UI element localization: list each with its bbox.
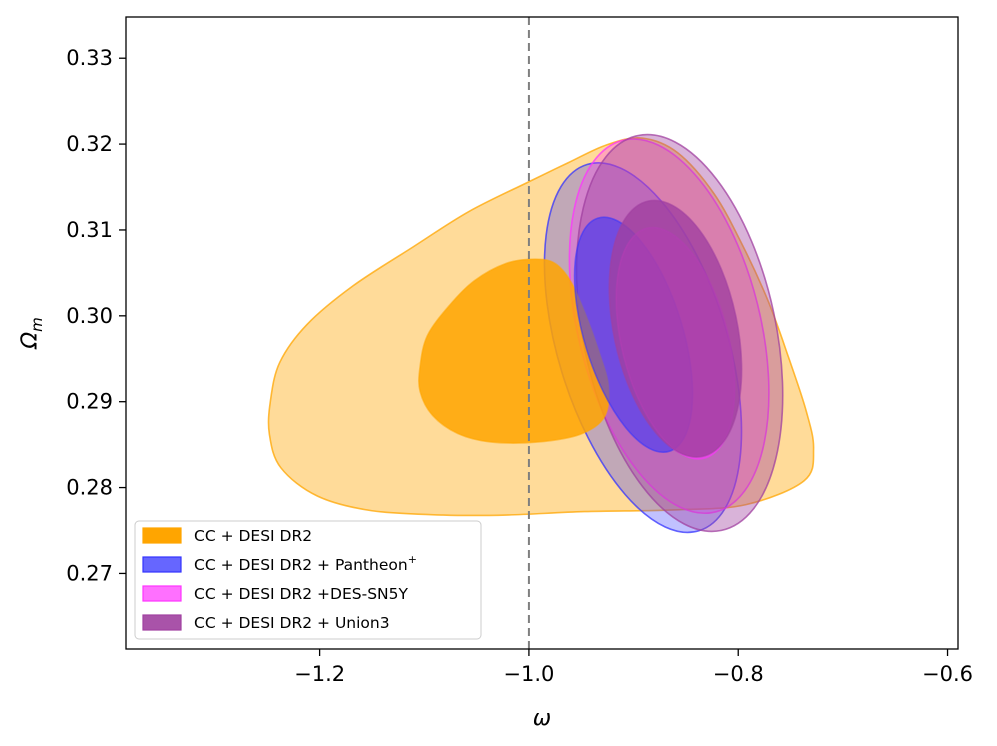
y-tick-label: 0.28 — [66, 476, 113, 500]
x-tick-label: −0.8 — [713, 662, 764, 686]
y-axis-title-subscript: m — [28, 317, 46, 332]
legend-swatch-union3 — [142, 614, 182, 631]
y-tick-label: 0.31 — [66, 218, 113, 242]
legend-label-pantheon-text: CC + DESI DR2 + Pantheon — [194, 556, 408, 574]
legend-swatch-cc-desi — [142, 527, 182, 544]
y-axis-title: Ωm — [18, 317, 46, 349]
y-tick-label: 0.29 — [66, 390, 113, 414]
y-tick-label: 0.27 — [66, 561, 113, 585]
contour-cc-desi-dr2-union3-1sigma — [608, 199, 743, 458]
legend-label-union3: CC + DESI DR2 + Union3 — [194, 614, 390, 632]
y-tick-label: 0.32 — [66, 132, 113, 156]
legend-box — [134, 520, 482, 640]
x-tick-label: −1.0 — [503, 662, 554, 686]
legend-label-pantheon: CC + DESI DR2 + Pantheon+ — [194, 553, 417, 574]
legend-label-cc-desi: CC + DESI DR2 — [194, 527, 312, 545]
legend-label-des-sn5y: CC + DESI DR2 +DES-SN5Y — [194, 585, 408, 603]
legend-label-pantheon-superscript: + — [408, 553, 417, 566]
legend: CC + DESI DR2 CC + DESI DR2 + Pantheon+ … — [134, 520, 482, 640]
x-tick-label: −0.6 — [922, 662, 973, 686]
legend-swatch-pantheon — [142, 556, 182, 573]
contour-layer — [267, 133, 815, 534]
y-axis-ticks: 0.27 0.28 0.29 0.30 0.31 0.32 0.33 — [66, 46, 126, 585]
plot-frame — [125, 16, 959, 650]
y-tick-label: 0.30 — [66, 304, 113, 328]
y-axis-title-base: Ω — [18, 332, 43, 350]
x-axis-title: ω — [533, 706, 551, 731]
x-axis-ticks: −1.2 −1.0 −0.8 −0.6 — [294, 649, 973, 686]
legend-swatch-des-sn5y — [142, 585, 182, 602]
y-tick-label: 0.33 — [66, 46, 113, 70]
x-tick-label: −1.2 — [294, 662, 345, 686]
